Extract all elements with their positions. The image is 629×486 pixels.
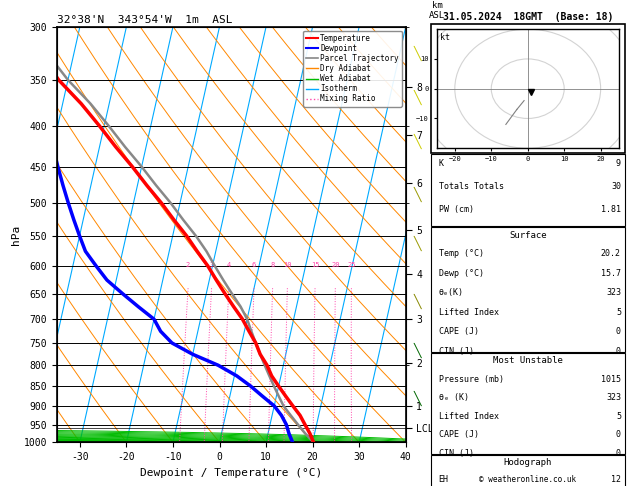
Bar bbox=[430, 154, 625, 226]
Text: θₑ (K): θₑ (K) bbox=[438, 393, 469, 402]
X-axis label: Dewpoint / Temperature (°C): Dewpoint / Temperature (°C) bbox=[140, 468, 322, 478]
Text: © weatheronline.co.uk: © weatheronline.co.uk bbox=[479, 474, 576, 484]
Text: ╲: ╲ bbox=[413, 391, 421, 406]
Text: ╲: ╲ bbox=[413, 294, 421, 309]
Text: Dewp (°C): Dewp (°C) bbox=[438, 269, 484, 278]
Text: ╲: ╲ bbox=[413, 235, 421, 251]
Text: Temp (°C): Temp (°C) bbox=[438, 249, 484, 259]
Text: CIN (J): CIN (J) bbox=[438, 449, 474, 458]
Text: 4: 4 bbox=[226, 262, 231, 268]
Text: 10: 10 bbox=[283, 262, 292, 268]
Text: 6: 6 bbox=[252, 262, 256, 268]
Bar bbox=[430, 24, 625, 153]
Text: 12: 12 bbox=[611, 475, 621, 484]
Text: Most Unstable: Most Unstable bbox=[493, 356, 563, 365]
Text: ╲: ╲ bbox=[413, 89, 421, 105]
Text: kt: kt bbox=[440, 33, 450, 42]
Bar bbox=[430, 227, 625, 352]
Text: EH: EH bbox=[438, 475, 448, 484]
Text: 3: 3 bbox=[209, 262, 214, 268]
Text: 15.7: 15.7 bbox=[601, 269, 621, 278]
Text: 25: 25 bbox=[347, 262, 355, 268]
Bar bbox=[430, 353, 625, 454]
Text: 31.05.2024  18GMT  (Base: 18): 31.05.2024 18GMT (Base: 18) bbox=[443, 12, 613, 22]
Text: PW (cm): PW (cm) bbox=[438, 205, 474, 214]
Y-axis label: hPa: hPa bbox=[11, 225, 21, 244]
Text: ╲: ╲ bbox=[413, 46, 421, 61]
Text: 9: 9 bbox=[616, 159, 621, 169]
Text: 15: 15 bbox=[311, 262, 320, 268]
Text: θₑ(K): θₑ(K) bbox=[438, 288, 464, 297]
Bar bbox=[430, 455, 625, 486]
Text: 2: 2 bbox=[186, 262, 190, 268]
Text: K: K bbox=[438, 159, 443, 169]
Text: Surface: Surface bbox=[509, 231, 547, 240]
Text: km
ASL: km ASL bbox=[429, 1, 445, 20]
Text: ╲: ╲ bbox=[413, 187, 421, 202]
Text: ╲: ╲ bbox=[413, 342, 421, 358]
Text: 323: 323 bbox=[606, 393, 621, 402]
Text: 0: 0 bbox=[616, 327, 621, 336]
Text: 0: 0 bbox=[616, 347, 621, 356]
Text: 1.81: 1.81 bbox=[601, 205, 621, 214]
Text: Lifted Index: Lifted Index bbox=[438, 308, 499, 317]
Text: Hodograph: Hodograph bbox=[504, 458, 552, 467]
Text: 5: 5 bbox=[616, 412, 621, 421]
Legend: Temperature, Dewpoint, Parcel Trajectory, Dry Adiabat, Wet Adiabat, Isotherm, Mi: Temperature, Dewpoint, Parcel Trajectory… bbox=[303, 31, 402, 106]
Text: 8: 8 bbox=[270, 262, 275, 268]
Text: 5: 5 bbox=[616, 308, 621, 317]
Text: ╲: ╲ bbox=[413, 133, 421, 149]
Text: CAPE (J): CAPE (J) bbox=[438, 327, 479, 336]
Text: CAPE (J): CAPE (J) bbox=[438, 430, 479, 439]
Text: 0: 0 bbox=[616, 430, 621, 439]
Text: 323: 323 bbox=[606, 288, 621, 297]
Text: 30: 30 bbox=[611, 182, 621, 191]
Text: 20.2: 20.2 bbox=[601, 249, 621, 259]
Text: 32°38'N  343°54'W  1m  ASL: 32°38'N 343°54'W 1m ASL bbox=[57, 15, 232, 25]
Text: Totals Totals: Totals Totals bbox=[438, 182, 504, 191]
Text: Lifted Index: Lifted Index bbox=[438, 412, 499, 421]
Text: 20: 20 bbox=[331, 262, 340, 268]
Text: CIN (J): CIN (J) bbox=[438, 347, 474, 356]
Text: 1015: 1015 bbox=[601, 375, 621, 384]
Text: Pressure (mb): Pressure (mb) bbox=[438, 375, 504, 384]
Text: 0: 0 bbox=[616, 449, 621, 458]
